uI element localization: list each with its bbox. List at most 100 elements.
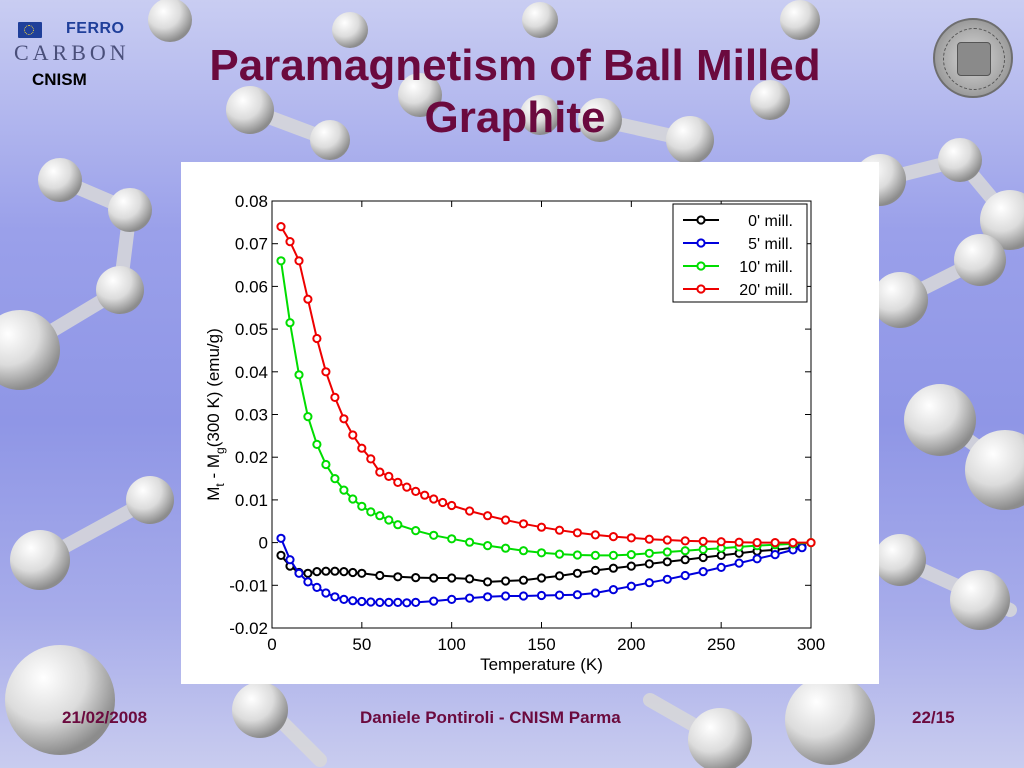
data-point [357,443,367,453]
data-point [590,588,600,598]
data-point [285,318,295,328]
legend: 0' mill. 5' mill. 10' mill. 20' mill. [672,203,808,303]
data-point [554,549,565,559]
series-3 [276,222,816,548]
data-point [348,596,358,606]
data-point [330,566,340,576]
x-tick-label: 50 [352,635,371,654]
data-point [536,573,547,583]
data-point [572,528,582,538]
data-point [285,237,295,247]
data-point [276,550,286,560]
data-point [276,222,286,232]
data-point [465,537,475,547]
slide-title-line1: Paramagnetism of Ball Milled [209,41,821,90]
data-point [698,536,708,546]
data-point [447,500,457,511]
data-point [698,567,708,577]
x-tick-label: 100 [437,635,465,654]
x-axis-label: Temperature (K) [480,655,603,674]
data-point [518,519,529,529]
footer-author: Daniele Pontiroli - CNISM Parma [360,708,621,727]
data-point [518,546,529,556]
data-point [447,594,457,604]
data-point [321,566,331,576]
data-point [339,414,349,424]
data-point [554,525,565,535]
y-axis-label-rest: (300 K) (emu/g) [204,328,223,447]
legend-marker [696,215,706,225]
y-axis-label-sub2: g [213,447,227,454]
data-point [438,497,448,508]
data-point [608,563,618,573]
legend-label: 0' mill. [748,213,793,230]
series-line [280,226,811,544]
logo-cnism-text: CNISM [32,70,87,89]
data-point [554,590,565,600]
data-point [339,485,349,495]
ferro-carbon-logo: FERRO CARBON CNISM [14,18,144,98]
data-point [447,573,457,583]
data-point [716,562,726,572]
data-point [330,474,340,484]
footer-page-number: 22/15 [912,708,955,727]
data-point [752,538,762,548]
data-point [626,533,636,543]
data-point [312,582,322,592]
data-point [393,597,403,607]
series-0 [276,542,807,587]
x-tick-label: 300 [797,635,825,654]
legend-marker [696,261,706,271]
data-point [734,558,744,568]
data-point [312,439,322,449]
slide-title: Paramagnetism of Ball Milled Graphite [150,40,880,144]
eu-flag-icon [18,22,42,38]
data-point [312,567,322,577]
legend-marker [696,284,706,294]
series-line [280,260,812,557]
data-point [752,554,762,564]
data-point [501,515,511,525]
data-point [348,494,358,504]
data-point [608,550,618,560]
y-axis-label-mid: - M [204,454,223,483]
data-point [366,597,376,607]
university-seal-icon [933,18,1013,98]
magnetization-chart: 0 50 100 150 200 250 300 -0.02 -0.01 0 0.01 0.02 0.0… [204,192,825,674]
data-point [572,550,582,560]
data-point [357,596,367,607]
data-point [357,501,367,511]
logo-carbon-text: CARBON [14,40,130,65]
data-point [572,590,582,600]
data-point [366,454,376,464]
y-tick-label: 0.04 [235,363,268,382]
data-point [276,256,286,266]
data-point [644,534,654,544]
data-point [536,548,547,558]
data-point [662,557,672,567]
data-point [698,544,708,554]
y-axis-label: Mt - Mg(300 K) (emu/g) [204,328,227,501]
data-point [393,477,403,487]
data-point [429,573,439,583]
data-point [375,597,385,607]
data-point [303,412,313,422]
data-point [788,538,798,548]
data-point [483,541,493,551]
data-point [536,522,547,532]
data-point [402,482,412,492]
data-point [770,538,780,548]
legend-label: 5' mill. [748,236,793,253]
data-point [662,574,672,584]
y-tick-label: 0.05 [235,320,268,339]
data-point [483,577,493,587]
chart-panel: 0 50 100 150 200 250 300 -0.02 -0.01 0 0.01 0.02 0.0… [181,162,879,684]
data-point [626,561,636,571]
data-point [339,594,349,604]
data-point [680,546,690,556]
data-point [608,585,618,595]
data-point [716,550,726,560]
data-point [375,467,385,477]
y-tick-label: 0.07 [235,235,268,254]
